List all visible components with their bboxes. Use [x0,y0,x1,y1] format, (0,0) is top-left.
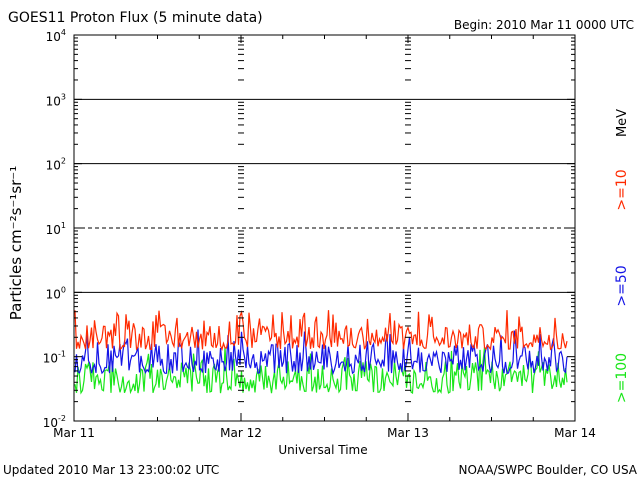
x-axis-label: Universal Time [278,443,367,457]
updated-timestamp: Updated 2010 Mar 13 23:00:02 UTC [3,463,219,477]
x-tick-label: Mar 14 [554,426,596,440]
legend-series-100: >=100 [614,353,630,403]
credit-label: NOAA/SWPC Boulder, CO USA [459,463,638,477]
x-tick-label: Mar 12 [220,426,262,440]
legend-unit: MeV [615,109,630,137]
chart-title: GOES11 Proton Flux (5 minute data) [8,10,263,26]
series-line-gte10 [74,310,568,352]
axis-ticks [73,35,576,422]
y-axis-label: Particles cm⁻²s⁻¹sr⁻¹ [7,166,25,320]
plot-area [73,34,576,422]
plot-frame [73,34,576,422]
threshold-lines [74,98,575,293]
x-tick-labels: Mar 11 Mar 12 Mar 13 Mar 14 [53,426,596,440]
legend-series-10: >=10 [614,169,630,210]
legend-series-50: >=50 [614,265,630,306]
begin-label: Begin: 2010 Mar 11 0000 UTC [454,18,634,32]
x-tick-label: Mar 11 [53,426,95,440]
series-lines [74,310,568,395]
series-line-gte50 [74,329,568,376]
x-tick-label: Mar 13 [387,426,429,440]
